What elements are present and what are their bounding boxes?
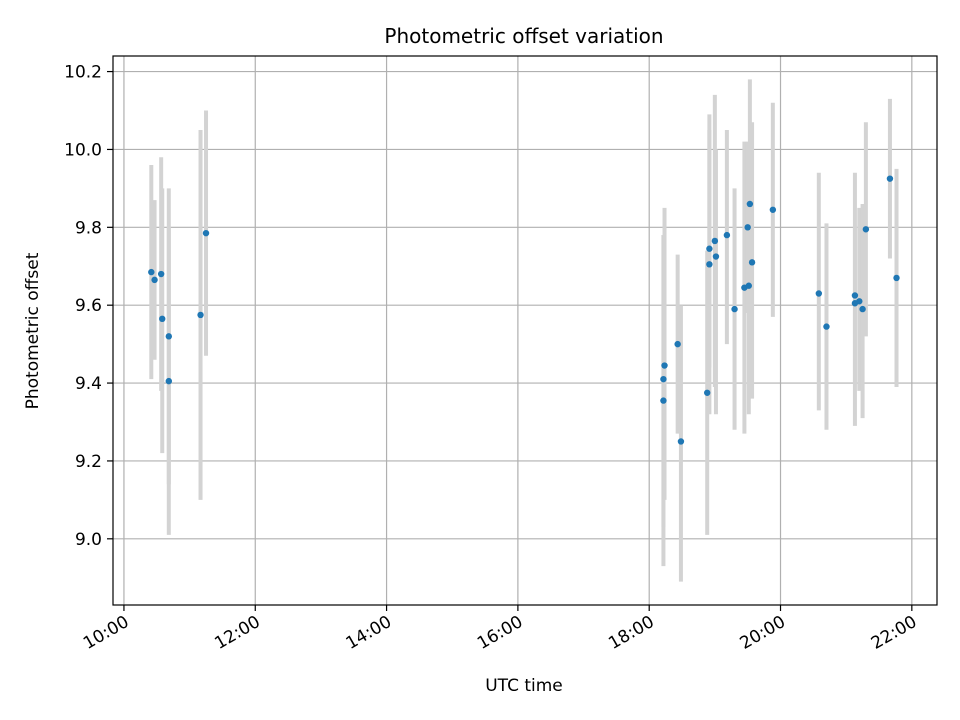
data-point bbox=[712, 253, 720, 260]
data-points bbox=[148, 175, 900, 445]
y-axis-ticks: 9.0 9.2 9.4 9.6 9.8 10.0 10.2 bbox=[64, 63, 113, 550]
data-point bbox=[862, 226, 870, 233]
data-point bbox=[886, 175, 894, 182]
y-tick-label: 9.0 bbox=[75, 530, 102, 550]
plot-frame bbox=[112, 55, 938, 606]
data-point bbox=[815, 290, 823, 297]
data-point bbox=[159, 315, 166, 323]
y-tick-label: 10.0 bbox=[64, 140, 102, 160]
y-tick-label: 9.6 bbox=[75, 296, 102, 316]
data-point bbox=[151, 276, 158, 284]
data-point bbox=[703, 389, 711, 396]
data-point bbox=[859, 305, 866, 313]
data-point bbox=[706, 245, 713, 252]
data-point bbox=[856, 298, 863, 305]
grid bbox=[113, 56, 937, 605]
data-point bbox=[746, 200, 754, 208]
data-point bbox=[823, 323, 830, 330]
data-point bbox=[744, 224, 751, 231]
data-point bbox=[723, 231, 731, 239]
data-point bbox=[660, 375, 667, 383]
data-point bbox=[660, 397, 667, 404]
data-point bbox=[165, 333, 173, 340]
data-point bbox=[851, 292, 859, 299]
data-point bbox=[745, 282, 752, 289]
y-tick-label: 9.2 bbox=[75, 452, 102, 472]
data-point bbox=[711, 237, 719, 245]
data-point bbox=[706, 261, 713, 268]
data-point bbox=[202, 229, 210, 237]
x-axis-title: UTC time bbox=[485, 676, 563, 696]
y-tick-label: 9.8 bbox=[75, 218, 102, 238]
y-tick-label: 9.4 bbox=[75, 374, 102, 394]
data-point bbox=[197, 311, 204, 319]
data-point bbox=[769, 206, 777, 213]
chart-title: Photometric offset variation bbox=[384, 24, 663, 48]
data-point bbox=[157, 270, 165, 278]
data-point bbox=[731, 305, 738, 313]
data-point bbox=[893, 274, 900, 282]
y-axis-title: Photometric offset bbox=[23, 252, 43, 409]
data-point bbox=[677, 438, 685, 445]
data-point bbox=[661, 362, 668, 369]
data-point bbox=[748, 259, 756, 266]
data-point bbox=[674, 340, 681, 348]
data-point bbox=[165, 377, 173, 385]
y-tick-label: 10.2 bbox=[64, 63, 102, 83]
data-point bbox=[148, 268, 155, 276]
